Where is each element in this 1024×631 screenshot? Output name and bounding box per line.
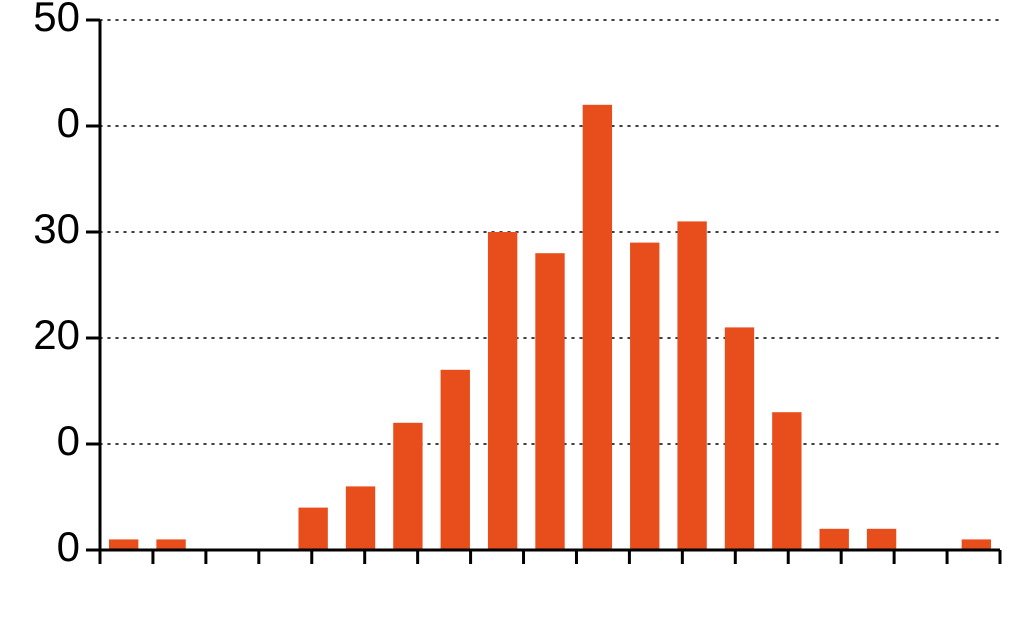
bar — [298, 508, 327, 550]
bar — [156, 539, 185, 550]
bar — [630, 243, 659, 550]
bar — [772, 412, 801, 550]
bar — [109, 539, 138, 550]
bar — [677, 221, 706, 550]
bar — [535, 253, 564, 550]
bar — [867, 529, 896, 550]
ytick-label: 30 — [33, 205, 80, 252]
bar — [488, 232, 517, 550]
bar — [393, 423, 422, 550]
bar — [962, 539, 991, 550]
bar — [441, 370, 470, 550]
ytick-label: 0 — [57, 523, 80, 570]
bar — [820, 529, 849, 550]
bar — [346, 486, 375, 550]
bar — [583, 105, 612, 550]
ytick-label: 20 — [33, 311, 80, 358]
bar-chart: 0 0 20 30 0 50 — [0, 0, 1024, 631]
bar — [725, 327, 754, 550]
ytick-label: 50 — [33, 0, 80, 40]
ytick-label: 0 — [57, 417, 80, 464]
ytick-label: 0 — [57, 99, 80, 146]
